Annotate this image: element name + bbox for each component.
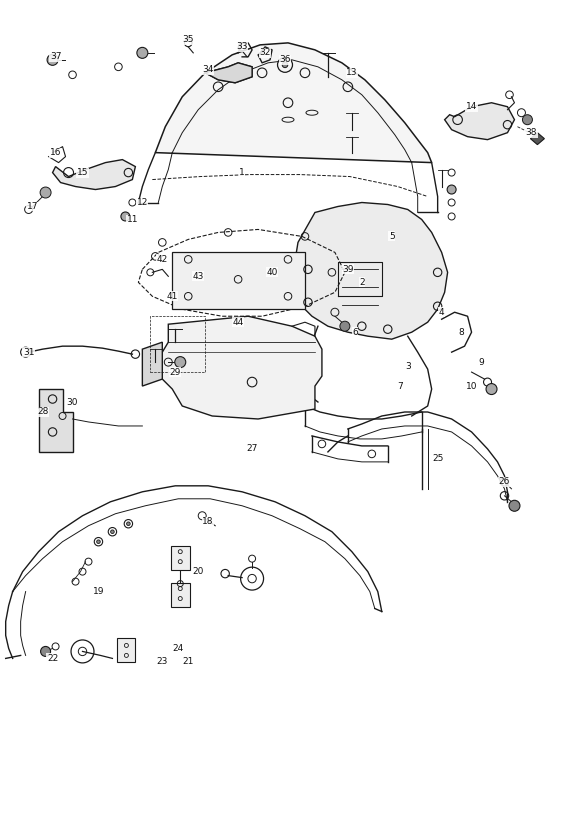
Circle shape bbox=[40, 187, 51, 198]
FancyBboxPatch shape bbox=[171, 583, 190, 606]
Text: 43: 43 bbox=[192, 272, 204, 281]
Circle shape bbox=[340, 321, 350, 331]
Polygon shape bbox=[173, 252, 305, 309]
Text: 20: 20 bbox=[192, 567, 204, 576]
Text: 15: 15 bbox=[77, 168, 88, 177]
Text: 19: 19 bbox=[93, 587, 104, 596]
Text: 11: 11 bbox=[127, 215, 138, 224]
FancyBboxPatch shape bbox=[171, 545, 190, 569]
Text: 3: 3 bbox=[405, 362, 410, 371]
Polygon shape bbox=[205, 63, 252, 82]
Polygon shape bbox=[162, 316, 322, 419]
FancyBboxPatch shape bbox=[117, 639, 135, 662]
Circle shape bbox=[447, 185, 456, 194]
Circle shape bbox=[41, 647, 51, 657]
Circle shape bbox=[486, 383, 497, 395]
Circle shape bbox=[509, 500, 520, 511]
Text: 28: 28 bbox=[37, 408, 48, 416]
Text: 33: 33 bbox=[236, 42, 248, 51]
Polygon shape bbox=[52, 160, 135, 190]
Text: 26: 26 bbox=[499, 477, 510, 486]
Text: 41: 41 bbox=[167, 292, 178, 301]
Text: 40: 40 bbox=[266, 268, 278, 277]
Text: 16: 16 bbox=[50, 148, 61, 157]
Circle shape bbox=[111, 530, 114, 533]
Text: 12: 12 bbox=[136, 198, 148, 207]
Text: 8: 8 bbox=[459, 328, 465, 337]
Text: 18: 18 bbox=[202, 517, 214, 527]
Text: 2: 2 bbox=[359, 278, 364, 287]
Text: 34: 34 bbox=[202, 65, 214, 74]
Polygon shape bbox=[155, 43, 431, 162]
Text: 39: 39 bbox=[342, 265, 354, 274]
Text: 9: 9 bbox=[479, 358, 484, 367]
Circle shape bbox=[47, 54, 58, 65]
Text: 23: 23 bbox=[157, 657, 168, 666]
Text: 25: 25 bbox=[432, 454, 443, 463]
Text: 29: 29 bbox=[170, 368, 181, 377]
Text: 17: 17 bbox=[27, 202, 38, 211]
Polygon shape bbox=[38, 389, 72, 452]
Text: 30: 30 bbox=[67, 397, 78, 406]
Text: 7: 7 bbox=[397, 382, 403, 391]
Text: 5: 5 bbox=[389, 232, 395, 241]
Text: 42: 42 bbox=[157, 255, 168, 264]
Circle shape bbox=[127, 522, 130, 526]
Polygon shape bbox=[292, 203, 448, 339]
Text: 31: 31 bbox=[23, 348, 34, 357]
Circle shape bbox=[121, 212, 130, 221]
Text: 36: 36 bbox=[279, 55, 291, 64]
Circle shape bbox=[282, 62, 288, 68]
Text: 37: 37 bbox=[50, 53, 61, 61]
Text: 38: 38 bbox=[526, 129, 537, 137]
Text: 32: 32 bbox=[259, 49, 271, 58]
Circle shape bbox=[97, 540, 100, 544]
Text: 1: 1 bbox=[239, 168, 245, 177]
Circle shape bbox=[175, 357, 186, 368]
Polygon shape bbox=[531, 133, 545, 145]
Text: 44: 44 bbox=[233, 318, 244, 326]
Text: 10: 10 bbox=[466, 382, 477, 391]
Circle shape bbox=[522, 115, 532, 124]
Text: 4: 4 bbox=[439, 307, 444, 316]
Text: 24: 24 bbox=[173, 644, 184, 653]
Text: 27: 27 bbox=[247, 444, 258, 453]
Text: 22: 22 bbox=[47, 654, 58, 663]
Text: 35: 35 bbox=[182, 35, 194, 44]
Text: 14: 14 bbox=[466, 102, 477, 111]
Polygon shape bbox=[142, 342, 162, 386]
Text: 21: 21 bbox=[182, 657, 194, 666]
Polygon shape bbox=[445, 103, 514, 139]
Circle shape bbox=[137, 47, 148, 59]
Text: 13: 13 bbox=[346, 68, 357, 77]
Text: 6: 6 bbox=[352, 328, 358, 337]
